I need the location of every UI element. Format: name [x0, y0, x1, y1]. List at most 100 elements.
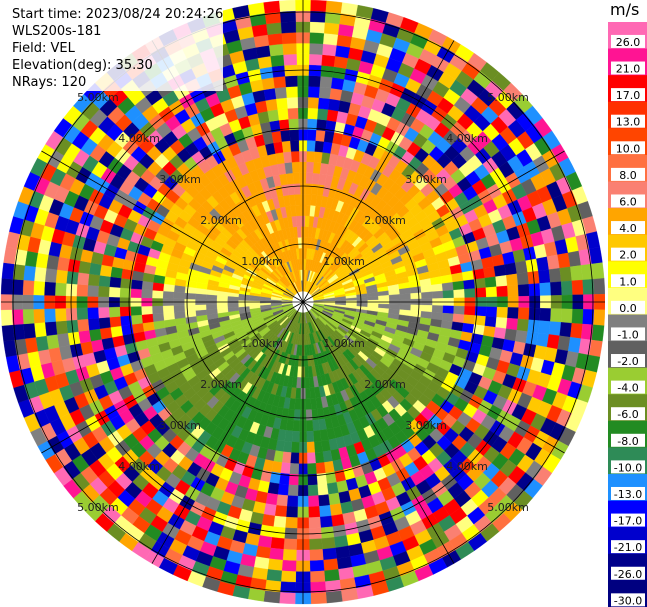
- range-gate-bin: [1, 324, 15, 342]
- range-gate-bin: [280, 462, 291, 475]
- range-ring-label: 4.00km: [446, 132, 488, 145]
- range-gate-bin: [266, 22, 282, 35]
- range-gate-bin: [560, 280, 573, 296]
- range-gate-bin: [46, 334, 60, 350]
- range-gate-bin: [306, 452, 316, 464]
- colorbar-tick-label: 10.0: [616, 142, 641, 155]
- range-gate-bin: [287, 183, 295, 196]
- range-gate-bin: [305, 420, 314, 432]
- colorbar-tick-label: 13.0: [616, 116, 641, 129]
- range-gate-bin: [277, 108, 289, 121]
- range-gate-bin: [517, 307, 530, 320]
- range-gate-bin: [110, 325, 123, 338]
- range-gate-bin: [54, 308, 67, 322]
- range-gate-bin: [141, 289, 153, 299]
- range-gate-bin: [283, 53, 297, 66]
- range-gate-bin: [173, 304, 185, 313]
- range-gate-bin: [318, 86, 332, 99]
- range-gate-bin: [280, 21, 297, 34]
- range-gate-bin: [162, 305, 175, 314]
- range-gate-bin: [308, 516, 321, 529]
- range-gate-bin: [593, 278, 605, 295]
- range-gate-bin: [485, 286, 498, 298]
- range-gate-bin: [323, 558, 339, 571]
- range-gate-bin: [227, 303, 239, 309]
- range-gate-bin: [329, 503, 343, 517]
- range-gate-bin: [55, 320, 68, 335]
- range-gate-bin: [293, 183, 301, 195]
- range-gate-bin: [295, 204, 301, 217]
- colorbar-tick-label: -2.0: [617, 355, 638, 368]
- colorbar-tick-label: -10.0: [614, 461, 642, 474]
- range-gate-bin: [276, 97, 288, 110]
- range-gate-bin: [141, 313, 154, 324]
- range-gate-bin: [55, 269, 68, 284]
- range-gate-bin: [34, 266, 47, 282]
- range-gate-bin: [329, 87, 343, 101]
- range-gate-bin: [255, 545, 271, 559]
- range-gate-bin: [270, 537, 285, 550]
- range-gate-bin: [305, 183, 313, 195]
- range-gate-bin: [507, 307, 519, 320]
- range-gate-bin: [324, 569, 340, 582]
- range-gate-bin: [46, 254, 60, 270]
- range-gate-bin: [267, 33, 283, 46]
- range-gate-bin: [507, 284, 519, 297]
- range-gate-bin: [546, 254, 560, 270]
- range-gate-bin: [23, 265, 36, 281]
- range-gate-bin: [431, 290, 444, 299]
- range-gate-bin: [538, 320, 551, 335]
- range-gate-bin: [130, 288, 142, 298]
- range-gate-bin: [305, 172, 314, 184]
- range-gate-bin: [331, 77, 345, 91]
- range-gate-bin: [44, 268, 58, 283]
- range-ring-label: 4.00km: [118, 460, 160, 473]
- range-gate-bin: [318, 97, 330, 110]
- range-gate-bin: [285, 75, 298, 88]
- range-gate-bin: [287, 107, 299, 120]
- range-gate-bin: [184, 292, 196, 300]
- range-gate-bin: [335, 545, 351, 559]
- range-gate-bin: [410, 304, 422, 312]
- instrument-name: WLS200s-181: [12, 24, 102, 39]
- range-gate-bin: [464, 306, 476, 316]
- range-gate-bin: [514, 330, 528, 344]
- elevation-text: Elevation(deg): 35.30: [12, 58, 153, 73]
- range-gate-bin: [281, 32, 297, 45]
- range-gate-bin: [280, 129, 291, 142]
- range-gate-bin: [570, 323, 583, 339]
- range-gate-bin: [195, 304, 207, 311]
- range-gate-bin: [130, 314, 143, 325]
- range-gate-bin: [314, 140, 325, 153]
- range-gate-bin: [323, 460, 335, 474]
- range-gate-bin: [453, 289, 465, 299]
- range-gate-bin: [321, 54, 336, 67]
- ppi-radar-plot: 1.00km 2.00km 3.00km 4.00km 5.00km 1.00km 2.00…: [0, 0, 605, 605]
- range-ring-label: 3.00km: [159, 419, 201, 432]
- range-ring-label: 3.00km: [405, 419, 447, 432]
- range-gate-bin: [550, 281, 562, 296]
- range-gate-bin: [263, 87, 277, 101]
- colorbar-tick-label: 17.0: [616, 89, 641, 102]
- range-gate-bin: [306, 441, 315, 454]
- range-gate-bin: [517, 284, 530, 297]
- range-gate-bin: [559, 322, 572, 338]
- range-gate-bin: [131, 322, 145, 334]
- range-gate-bin: [516, 318, 529, 332]
- velocity-bins: [0, 0, 605, 605]
- range-gate-bin: [261, 77, 275, 91]
- range-gate-bin: [312, 419, 321, 432]
- range-gate-bin: [322, 43, 337, 57]
- range-gate-bin: [263, 590, 281, 604]
- range-gate-bin: [325, 590, 343, 604]
- range-gate-bin: [319, 515, 333, 528]
- range-gate-bin: [307, 96, 320, 109]
- range-gate-bin: [267, 109, 280, 122]
- range-gate-bin: [77, 318, 90, 332]
- range-gate-bin: [309, 32, 325, 45]
- range-gate-bin: [205, 304, 218, 310]
- colorbar-tick-label: -17.0: [614, 515, 642, 528]
- range-gate-bin: [285, 172, 294, 185]
- range-gate-bin: [310, 592, 327, 605]
- range-gate-bin: [290, 140, 300, 152]
